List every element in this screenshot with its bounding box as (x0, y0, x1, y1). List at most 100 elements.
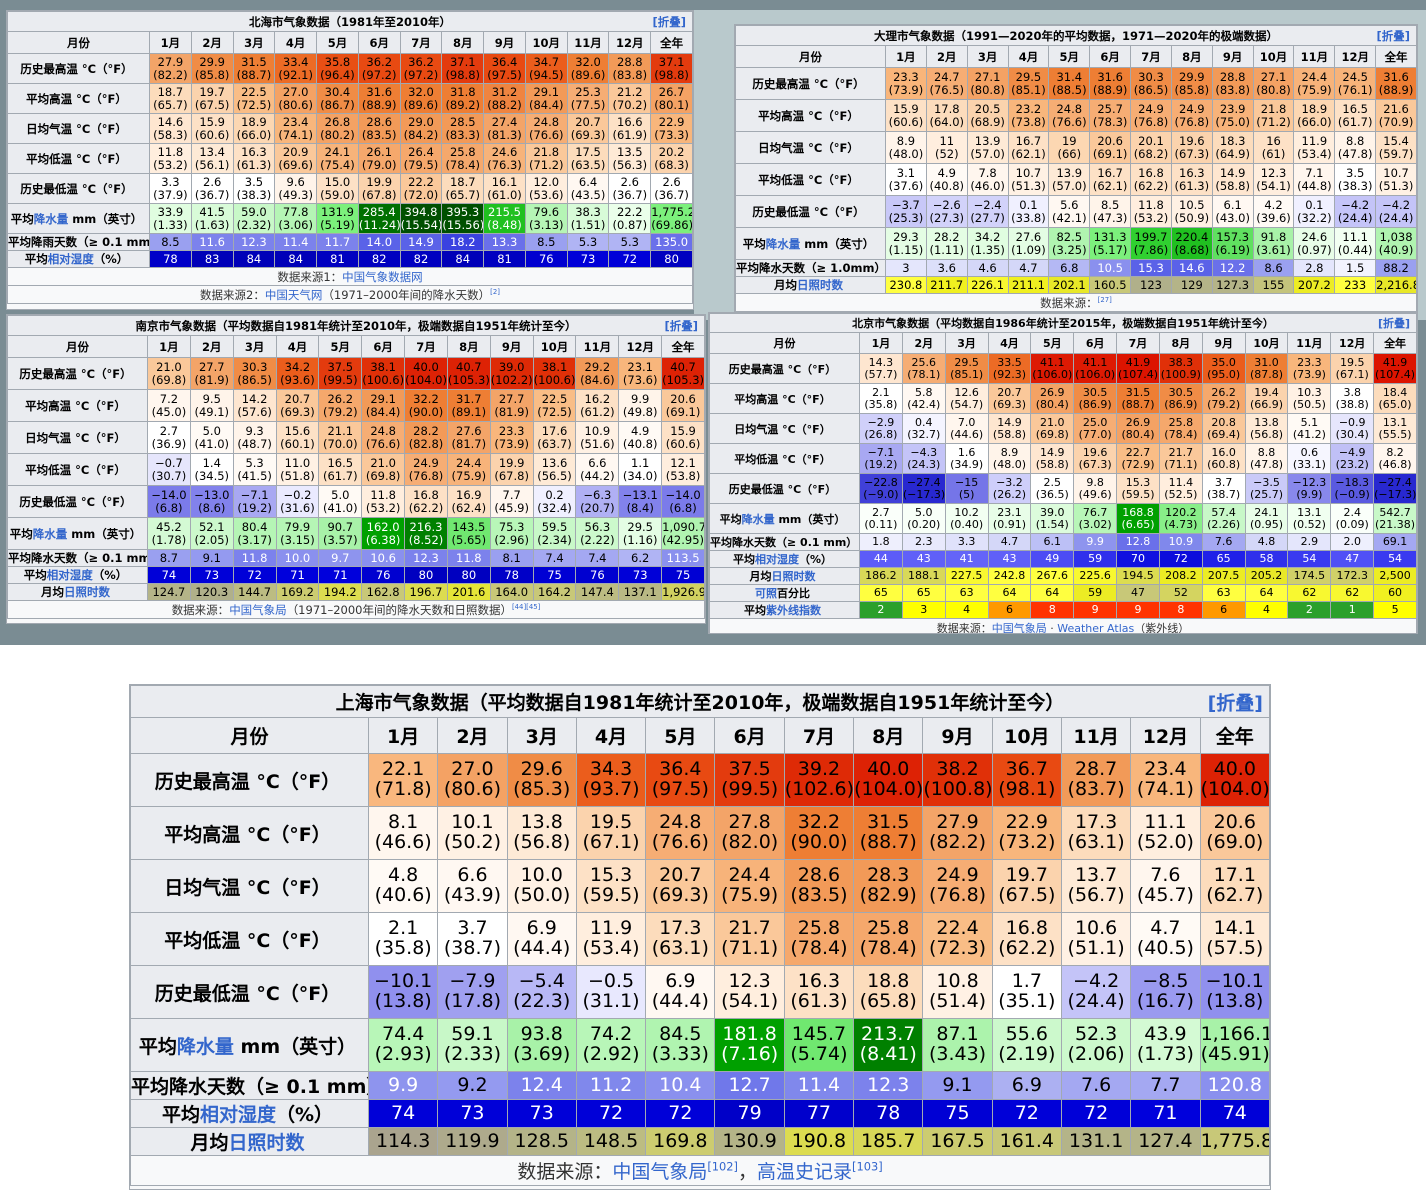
data-cell: 2.6 (36.7) (650, 173, 693, 204)
cell-value: −3.2 (996, 475, 1023, 489)
cell-value: 27.6 (1015, 230, 1042, 245)
cell-value: 3.3 (957, 535, 976, 549)
data-cell: 21.8 (71.2) (1252, 99, 1295, 132)
data-cell: 27.7 (81.9) (189, 357, 234, 390)
cell-value-alt: (83.5) (790, 884, 848, 906)
cell-value-alt: (24.4) (1067, 990, 1125, 1012)
cell-value: 20.7 (659, 864, 702, 887)
month-header: 10月 (1252, 45, 1295, 68)
cell-value: 75 (945, 1101, 970, 1124)
dali-climate-table: 大理市气象数据（1991—2020年的平均数据，1971—2020年的极端数据）… (734, 24, 1418, 314)
data-cell: 120.8 (1199, 1071, 1270, 1100)
cell-value: 7.6 (1081, 1073, 1112, 1096)
cell-value: 8.5 (161, 234, 180, 249)
cell-value: 8.1 (388, 811, 419, 834)
cell-value: 157.3 (1216, 230, 1250, 245)
data-cell: −4.9 (23.2) (1330, 443, 1375, 474)
cell-value: 186.2 (865, 569, 897, 583)
data-cell: 31.8 (89.2) (441, 83, 485, 114)
cell-value: 40.0 (413, 360, 439, 375)
cell-value: 43.9 (1144, 1023, 1187, 1046)
collapse-toggle[interactable]: [折叠] (664, 318, 698, 333)
table-row: 历史最高温 °C（°F） 27.9 (82.2) 29.9 (85.8) 31.5 (88.… (7, 53, 693, 84)
data-cell: 8 (1158, 601, 1203, 619)
cell-value: 16.3 (1179, 166, 1205, 181)
data-cell: 3.6 (925, 259, 968, 277)
cell-value: 131.3 (1093, 230, 1127, 245)
cell-value-alt: (8.6) (198, 500, 226, 515)
cell-value-alt: (53.2) (365, 500, 401, 515)
cell-value: 114.3 (375, 1129, 431, 1152)
cell-value: 230.8 (889, 277, 923, 292)
cell-value: 91.8 (1260, 230, 1287, 245)
cell-value-alt: (40.5) (1136, 937, 1194, 959)
cell-value: 19.6 (1082, 445, 1108, 459)
cell-value-alt: (85.1) (1011, 82, 1046, 97)
data-cell: 14.9 (58.8) (987, 413, 1032, 444)
cell-value: 27.6 (456, 424, 482, 439)
collapse-toggle[interactable]: [折叠] (1377, 317, 1410, 330)
cell-value: 119.9 (445, 1129, 500, 1152)
data-cell: −4.2 (24.4) (1375, 195, 1417, 228)
cell-value: 164.2 (538, 584, 571, 599)
data-cell: 169.2 (275, 583, 320, 601)
data-cell: 11.8 (53.2) (361, 485, 406, 518)
row-label: 月均日照时数 (130, 1127, 369, 1156)
cell-value: 73 (632, 567, 648, 582)
data-cell: 27.1 (80.8) (966, 67, 1009, 100)
data-cell: 28.2 (1.11) (925, 227, 968, 260)
data-cell: 44 (859, 550, 903, 568)
cell-value: 12.7 (728, 1073, 771, 1096)
data-cell: 19.6 (67.3) (1170, 131, 1213, 164)
data-cell: 59.5 (2.34) (532, 517, 577, 550)
cell-value: 1.8 (872, 535, 890, 549)
cell-value: 25.0 (1082, 415, 1108, 429)
cell-value: 12.3 (728, 970, 771, 993)
data-cell: 13.1 (55.5) (1373, 413, 1417, 444)
collapse-toggle[interactable]: [折叠] (1376, 28, 1410, 43)
collapse-toggle[interactable]: [折叠] (1207, 692, 1263, 714)
cell-value-alt: (7.86) (1133, 242, 1169, 257)
cell-value-alt: (15.56) (442, 217, 484, 232)
data-cell: 6.6 (43.9) (437, 859, 508, 913)
cell-value: 17.3 (1074, 811, 1118, 834)
row-label: 平均相对湿度（%） (7, 250, 150, 268)
data-cell: 23.2 (73.8) (1007, 99, 1050, 132)
data-cell: 5.0 (41.0) (189, 421, 234, 454)
data-cell: 137.1 (618, 583, 663, 601)
cell-value-alt: (73.6) (622, 372, 658, 387)
cell-value-alt: (94.5) (528, 67, 564, 82)
month-header: 5月 (1048, 45, 1091, 68)
cell-value: 27.7 (498, 392, 525, 407)
collapse-toggle[interactable]: [折叠] (652, 14, 686, 29)
cell-value: 93.8 (520, 1023, 563, 1046)
data-cell: 77.8 (3.06) (274, 203, 318, 234)
cell-value-alt: (70.2) (612, 97, 648, 112)
cell-value-alt: (62.1) (1011, 146, 1046, 161)
data-cell: 38.3 (100.9) (1158, 353, 1203, 384)
table-row: 历史最高温 °C（°F） 14.3 (57.7) 25.6 (78.1) 29.5 (85.… (709, 353, 1417, 384)
cell-value: 15.6 (284, 424, 311, 439)
cell-value-alt: (66.0) (1297, 114, 1332, 129)
cell-value: 10.6 (1074, 917, 1118, 940)
data-cell: 57.4 (2.26) (1201, 503, 1246, 534)
cell-value: 144.7 (238, 584, 272, 599)
data-cell: 164.0 (489, 583, 534, 601)
cell-value: 7.4 (545, 550, 564, 565)
cell-value: 1.5 (1346, 260, 1365, 275)
cell-value: 190.8 (791, 1129, 847, 1152)
cell-value: 74 (161, 567, 177, 582)
cell-value: −0.2 (283, 488, 312, 503)
cell-value: 27.7 (198, 360, 225, 375)
data-cell: 7.7 (45.9) (489, 485, 534, 518)
data-cell: 22.9 (73.2) (991, 806, 1062, 860)
row-label-text: 历史最高温 °C（°F） (154, 770, 341, 793)
data-cell: 9.1 (922, 1071, 993, 1100)
data-cell: 62 (1330, 584, 1375, 602)
data-cell: 15.3 (59.5) (575, 859, 647, 913)
table-row: 日均气温 °C（°F） −2.9 (26.8) 0.4 (32.7) 7.0 (44.6) 1… (709, 413, 1417, 444)
cell-value: 26.4 (408, 145, 434, 160)
cell-value: 26.2 (1211, 385, 1236, 399)
data-cell: 59.0 (2.32) (232, 203, 276, 234)
cell-value: 45.2 (156, 520, 182, 535)
